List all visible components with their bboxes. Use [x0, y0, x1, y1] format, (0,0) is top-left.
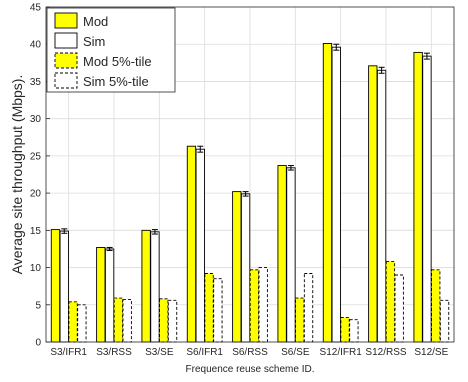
- x-tick-label: S3/IFR1: [50, 347, 87, 358]
- bar-sim-5-tile: [122, 299, 132, 343]
- x-tick-label: S6/RSS: [232, 347, 268, 358]
- legend-swatch: [54, 32, 78, 49]
- error-bars: [61, 43, 430, 251]
- x-tick-label: S6/SE: [281, 347, 310, 358]
- legend-label: Sim: [83, 34, 105, 49]
- bar-sim: [150, 231, 160, 343]
- bar-sim: [240, 193, 251, 343]
- ticks: 0 5 10 15 20 25 30 35 40 45 S3/IFR1 S3/RSS S3/SE S6/I…: [30, 3, 449, 359]
- bar-mod: [322, 43, 333, 343]
- bar-mod: [232, 191, 242, 343]
- x-tick-label: S3/RSS: [96, 347, 132, 358]
- bar-mod-5-tile: [204, 273, 214, 343]
- y-tick-label: 10: [30, 263, 42, 274]
- bar-mod-5-tile: [159, 298, 169, 343]
- bar-sim: [59, 230, 69, 343]
- y-tick-label: 45: [30, 3, 42, 14]
- bar-sim-5-tile: [303, 273, 314, 343]
- x-tick-label: S6/IFR1: [186, 347, 223, 358]
- bar-mod-5-tile: [385, 261, 396, 343]
- bar-sim-5-tile: [349, 319, 359, 343]
- bar-mod-5-tile: [295, 297, 305, 343]
- y-tick-label: 30: [30, 114, 42, 125]
- x-tick-label: S12/RSS: [365, 347, 406, 358]
- y-axis-label: Average site throughput (Mbps).: [9, 75, 25, 275]
- bar-sim: [195, 148, 205, 343]
- bar-mod: [50, 229, 61, 343]
- legend: Mod Sim Mod 5%-tile Sim 5%-tile: [46, 7, 176, 93]
- bar-sim: [104, 248, 115, 343]
- x-tick-label: S12/IFR1: [320, 347, 363, 358]
- bar-mod-5-tile: [113, 297, 124, 343]
- y-tick-label: 0: [35, 338, 41, 349]
- bar-mod: [413, 51, 423, 343]
- legend-label: Sim 5%-tile: [83, 74, 149, 89]
- legend-label: Mod 5%-tile: [83, 54, 152, 69]
- bar-sim: [331, 46, 341, 343]
- bar-sim-5-tile: [213, 278, 223, 343]
- x-tick-label: S3/SE: [145, 347, 174, 358]
- bar-sim-5-tile: [258, 267, 268, 343]
- x-axis-label: Frequence reuse scheme ID.: [186, 364, 315, 375]
- bar-mod: [186, 145, 197, 343]
- bar-mod: [96, 247, 106, 343]
- bar-sim: [422, 55, 432, 343]
- bar-sim-5-tile: [77, 304, 87, 343]
- legend-swatch: [54, 52, 78, 69]
- y-tick-label: 35: [30, 77, 42, 88]
- x-tick-label: S12/SE: [414, 347, 448, 358]
- legend-swatch: [54, 72, 78, 89]
- bar-mod-5-tile: [340, 316, 350, 343]
- bar-sim-5-tile: [439, 299, 450, 343]
- bar-sim: [376, 69, 387, 343]
- bar-sim-5-tile: [394, 274, 404, 343]
- bar-mod-5-tile: [249, 269, 260, 343]
- bar-mod: [141, 229, 151, 343]
- bar-sim: [286, 167, 296, 343]
- bars: [50, 43, 450, 343]
- legend-swatch: [54, 12, 78, 29]
- y-tick-label: 15: [30, 226, 42, 237]
- y-tick-label: 40: [30, 40, 42, 51]
- bar-sim-5-tile: [167, 299, 178, 343]
- y-tick-label: 20: [30, 189, 42, 200]
- bar-mod: [368, 65, 378, 343]
- bar-mod: [277, 165, 287, 343]
- bar-mod-5-tile: [68, 301, 78, 343]
- legend-label: Mod: [83, 14, 108, 29]
- y-tick-label: 25: [30, 151, 42, 162]
- y-tick-label: 5: [35, 300, 41, 311]
- bar-mod-5-tile: [431, 269, 441, 343]
